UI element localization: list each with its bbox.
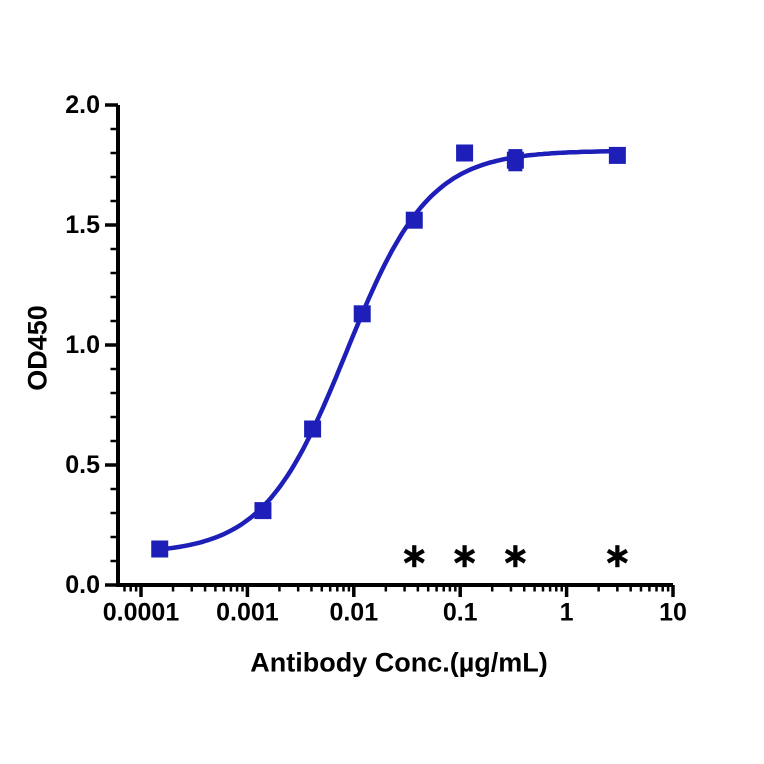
data-point-square: [254, 502, 272, 520]
x-tick-label: 0.01: [329, 599, 378, 627]
asterisk-marker: [606, 548, 628, 564]
y-axis-title: OD450: [22, 305, 53, 391]
data-point-square: [304, 420, 322, 438]
x-axis-title: Antibody Conc.(µg/mL): [250, 647, 548, 678]
x-tick-label: 0.1: [443, 599, 478, 627]
data-point-square: [353, 305, 371, 323]
y-tick-label: 2.0: [65, 91, 100, 119]
x-tick-label: 1: [560, 599, 574, 627]
y-tick-label: 1.5: [65, 211, 100, 239]
asterisk-marker: [504, 548, 526, 564]
y-tick-label: 1.0: [65, 331, 100, 359]
asterisk-marker: [454, 548, 476, 564]
y-tick-label: 0.0: [65, 571, 100, 599]
data-point-square: [151, 540, 169, 558]
data-point-square: [405, 211, 423, 229]
x-tick-label: 10: [659, 599, 687, 627]
y-tick-label: 0.5: [65, 451, 100, 479]
data-point-square: [506, 151, 524, 169]
data-point-square: [456, 144, 474, 162]
data-point-square: [608, 146, 626, 164]
asterisk-marker: [403, 548, 425, 564]
x-tick-label: 0.0001: [103, 599, 180, 627]
fit-curve: [157, 148, 620, 552]
x-tick-label: 0.001: [216, 599, 279, 627]
